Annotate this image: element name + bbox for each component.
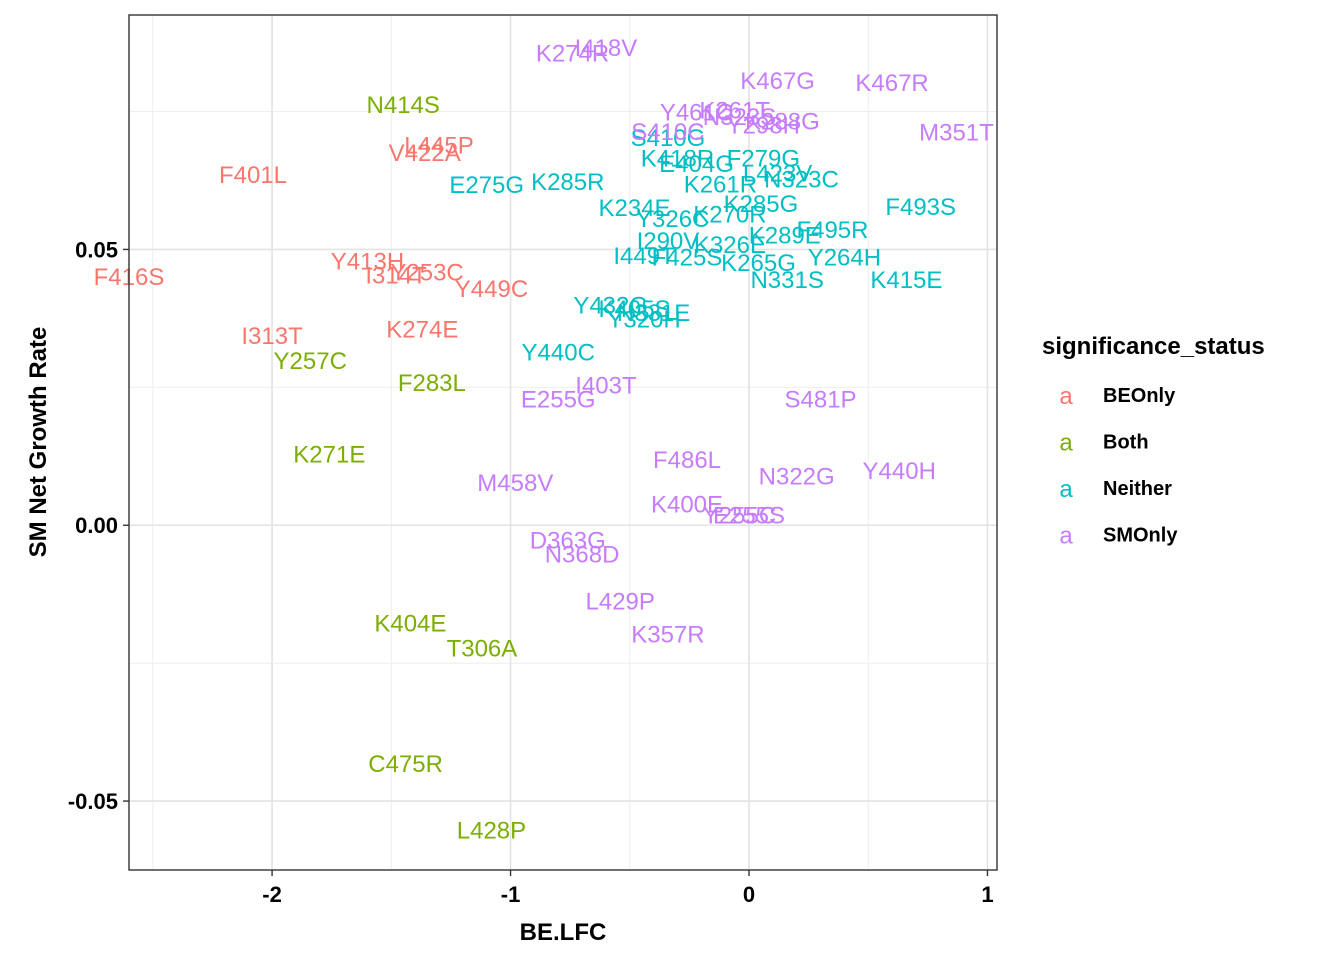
point-label: K289E — [749, 223, 821, 250]
x-tick-label: 0 — [743, 882, 755, 907]
y-tick-label: 0.00 — [75, 513, 118, 538]
point-label: M351T — [919, 119, 994, 146]
point-label: F495R — [796, 217, 868, 244]
grid-lines — [129, 15, 997, 870]
point-label: F425S — [652, 245, 723, 272]
point-label: Y257C — [274, 348, 347, 375]
plot-panel-border — [128, 14, 998, 871]
legend-key-glyph: a — [1059, 523, 1073, 550]
point-label: K274R — [536, 41, 609, 68]
point-label: D363G — [530, 528, 606, 555]
point-label: S481P — [785, 386, 857, 413]
point-label: F283L — [398, 370, 466, 397]
point-label: F279G — [727, 145, 800, 172]
x-tick-label: -2 — [262, 882, 282, 907]
point-label: S410C — [631, 119, 704, 146]
point-label: E275G — [449, 172, 524, 199]
point-label: Y255C — [703, 502, 776, 529]
point-label: Y440C — [522, 340, 595, 367]
point-label: N368D — [545, 541, 620, 568]
point-label: K467R — [855, 70, 928, 97]
point-label: K288G — [745, 108, 820, 135]
legend-label: SMOnly — [1103, 525, 1178, 547]
y-tick-label: 0.05 — [75, 237, 118, 262]
point-label: K285G — [724, 191, 799, 218]
point-label: N323S — [703, 104, 776, 131]
point-label: K400E — [651, 491, 723, 518]
point-label: M458V — [477, 470, 553, 497]
y-axis-title: SM Net Growth Rate — [25, 327, 52, 558]
point-label: I418V — [575, 35, 638, 62]
point-label: L423V — [743, 160, 812, 187]
legend-key-glyph: a — [1059, 430, 1073, 457]
x-tick-label: 1 — [981, 882, 993, 907]
point-label: N331S — [750, 267, 823, 294]
point-label: Y413H — [331, 249, 404, 276]
legend: significance_status a BEOnly a Both a Neither… — [1042, 333, 1265, 550]
point-label: S410G — [631, 125, 706, 152]
legend-label: Both — [1103, 432, 1149, 454]
point-label: F493S — [885, 194, 956, 221]
point-label: E255S — [713, 502, 785, 529]
point-label: N322G — [759, 464, 835, 491]
x-axis: -2 -1 0 1 — [262, 870, 994, 907]
point-label: Y320H — [607, 306, 680, 333]
point-label: N414S — [367, 92, 440, 119]
point-label: K357R — [631, 621, 704, 648]
point-label: Y432G — [573, 293, 648, 320]
point-label: K285R — [531, 169, 604, 196]
point-label: E404G — [659, 151, 734, 178]
point-label: V422A — [389, 140, 461, 167]
point-label: Y440H — [863, 458, 936, 485]
point-label: F486L — [653, 447, 721, 474]
y-axis: -0.05 0.00 0.05 — [68, 237, 129, 814]
x-tick-label: -1 — [501, 882, 521, 907]
point-label: I313T — [241, 323, 303, 350]
point-label: K234E — [599, 195, 671, 222]
point-label: L428P — [457, 817, 526, 844]
point-label: I403T — [575, 373, 637, 400]
point-label: K404E — [374, 610, 446, 637]
point-label: T306A — [447, 635, 518, 662]
point-label: Y264H — [808, 245, 881, 272]
point-label: K418R — [641, 145, 714, 172]
point-label: L445P — [404, 133, 473, 160]
point-label: Y298H — [727, 112, 800, 139]
point-label: K467G — [740, 68, 815, 95]
point-labels: F401LV422AL445PY413HI314TY253CY449CF416S… — [94, 35, 995, 844]
point-label: Y461C — [660, 100, 733, 127]
point-label: I449T — [613, 243, 675, 270]
x-axis-title: BE.LFC — [520, 919, 607, 946]
legend-label: Neither — [1103, 478, 1172, 500]
legend-key-glyph: a — [1059, 476, 1073, 503]
point-label: E255G — [521, 386, 596, 413]
point-label: I314T — [365, 262, 427, 289]
point-label: I290V — [637, 228, 700, 255]
y-tick-label: -0.05 — [68, 789, 118, 814]
point-label: K265G — [721, 250, 796, 277]
point-label: K271E — [293, 442, 365, 469]
point-label: K405S — [599, 296, 671, 323]
legend-key-glyph: a — [1059, 383, 1073, 410]
point-label: Y253C — [390, 260, 463, 287]
point-label: K270R — [693, 202, 766, 229]
point-label: N331E — [617, 300, 690, 327]
point-label: N323C — [764, 166, 839, 193]
legend-label: BEOnly — [1103, 385, 1176, 407]
point-label: C475R — [368, 751, 443, 778]
point-label: F401L — [219, 162, 287, 189]
point-label: Y326C — [636, 206, 709, 233]
point-label: K261R — [684, 171, 757, 198]
point-label: L429P — [586, 588, 655, 615]
point-label: K274E — [386, 316, 458, 343]
point-label: K261T — [699, 97, 770, 124]
legend-title: significance_status — [1042, 333, 1265, 360]
point-label: Y449C — [455, 276, 528, 303]
point-label: K326E — [694, 232, 766, 259]
point-label: K415E — [870, 267, 942, 294]
